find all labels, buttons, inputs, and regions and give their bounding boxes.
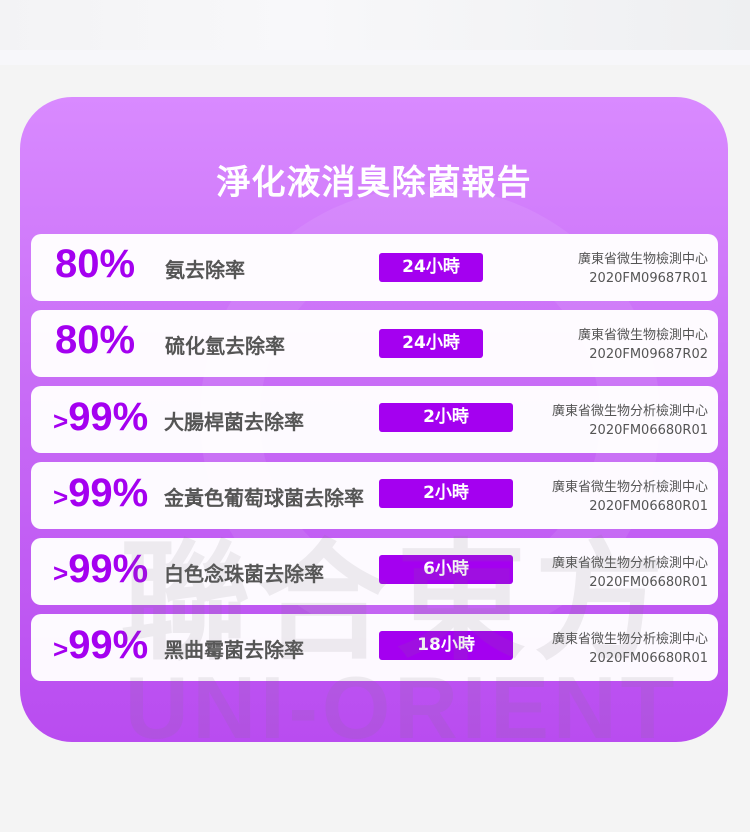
result-row: >99% 黑曲霉菌去除率 18小時 廣東省微生物分析檢測中心 2020FM0668…	[31, 614, 718, 681]
divider	[0, 50, 750, 65]
test-name: 黑曲霉菌去除率	[164, 638, 304, 662]
result-row: 80% 硫化氫去除率 24小時 廣東省微生物檢測中心 2020FM09687R02	[31, 310, 718, 377]
lab-name: 廣東省微生物分析檢測中心	[551, 480, 708, 495]
report-code: 2020FM06680R01	[589, 575, 708, 590]
result-row: >99% 大腸桿菌去除率 2小時 廣東省微生物分析檢測中心 2020FM06680…	[31, 386, 718, 453]
rate-value: 80%	[55, 318, 136, 362]
test-name: 白色念珠菌去除率	[164, 562, 324, 586]
lab-name: 廣東省微生物分析檢測中心	[551, 632, 708, 647]
removal-rate: >99%	[53, 547, 148, 592]
report-title: 淨化液消臭除菌報告	[216, 163, 532, 203]
rate-value: 99%	[68, 623, 149, 667]
lab-info: 廣東省微生物分析檢測中心 2020FM06680R01	[552, 630, 708, 668]
report-card: 淨化液消臭除菌報告 80% 氨去除率 24小時 廣東省微生物檢測中心 2020FM…	[20, 97, 728, 742]
rate-value: 80%	[55, 242, 136, 286]
lab-info: 廣東省微生物分析檢測中心 2020FM06680R01	[552, 554, 708, 592]
test-name: 氨去除率	[165, 258, 245, 282]
report-code: 2020FM09687R02	[589, 347, 708, 362]
result-row: >99% 金黃色葡萄球菌去除率 2小時 廣東省微生物分析檢測中心 2020FM06…	[31, 462, 718, 529]
duration-badge: 24小時	[379, 329, 483, 358]
rate-value: 99%	[68, 471, 149, 515]
rate-prefix: >	[53, 634, 69, 664]
report-code: 2020FM09687R01	[589, 271, 708, 286]
lab-info: 廣東省微生物檢測中心 2020FM09687R02	[578, 326, 708, 364]
rate-prefix: >	[53, 482, 69, 512]
test-name: 大腸桿菌去除率	[164, 410, 304, 434]
removal-rate: >99%	[53, 623, 148, 668]
lab-name: 廣東省微生物分析檢測中心	[551, 556, 708, 571]
report-code: 2020FM06680R01	[589, 651, 708, 666]
removal-rate: >99%	[53, 471, 148, 516]
removal-rate: 80%	[55, 242, 135, 287]
removal-rate: 80%	[55, 318, 135, 363]
removal-rate: >99%	[53, 395, 148, 440]
report-code: 2020FM06680R01	[589, 423, 708, 438]
duration-badge: 2小時	[379, 479, 513, 508]
test-name: 金黃色葡萄球菌去除率	[164, 486, 364, 510]
top-banner-image	[0, 0, 750, 50]
report-code: 2020FM06680R01	[589, 499, 708, 514]
duration-badge: 24小時	[379, 253, 483, 282]
duration-badge: 2小時	[379, 403, 513, 432]
rate-prefix: >	[53, 558, 69, 588]
duration-badge: 6小時	[379, 555, 513, 584]
lab-name: 廣東省微生物分析檢測中心	[551, 404, 708, 419]
lab-name: 廣東省微生物檢測中心	[577, 328, 708, 343]
lab-info: 廣東省微生物分析檢測中心 2020FM06680R01	[552, 478, 708, 516]
rate-prefix: >	[53, 406, 69, 436]
lab-name: 廣東省微生物檢測中心	[577, 252, 708, 267]
rate-value: 99%	[68, 547, 149, 591]
test-name: 硫化氫去除率	[165, 334, 285, 358]
result-row: >99% 白色念珠菌去除率 6小時 廣東省微生物分析檢測中心 2020FM0668…	[31, 538, 718, 605]
rate-value: 99%	[68, 395, 149, 439]
result-row: 80% 氨去除率 24小時 廣東省微生物檢測中心 2020FM09687R01	[31, 234, 718, 301]
duration-badge: 18小時	[379, 631, 513, 660]
lab-info: 廣東省微生物分析檢測中心 2020FM06680R01	[552, 402, 708, 440]
lab-info: 廣東省微生物檢測中心 2020FM09687R01	[578, 250, 708, 288]
